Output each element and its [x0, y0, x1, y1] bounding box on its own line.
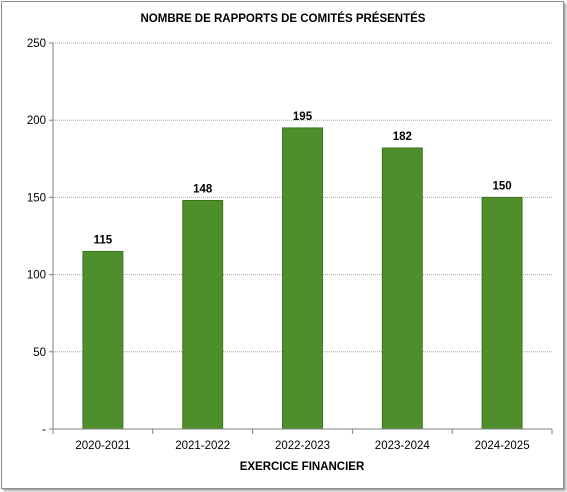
y-tick-label: -	[42, 424, 46, 436]
y-axis-ticks: - 50 100 150 200 250	[27, 38, 53, 436]
bar-2020-2021	[82, 250, 124, 430]
y-tick-label: 150	[27, 192, 46, 204]
data-labels: 115 148 195 182 150	[94, 111, 512, 247]
y-tick-label: 200	[27, 115, 46, 127]
y-tick-label: 50	[33, 347, 46, 359]
bar-2022-2023	[282, 127, 323, 430]
data-label: 148	[193, 183, 213, 195]
x-tick-label: 2023-2024	[375, 440, 431, 452]
x-axis-ticks: 2020-2021 2021-2022 2022-2023 2023-2024 2024…	[52, 429, 553, 452]
x-axis-title: EXERCICE FINANCIER	[240, 461, 365, 473]
data-label: 195	[293, 111, 313, 123]
x-tick-label: 2024-2025	[475, 440, 530, 452]
data-label: 182	[393, 131, 412, 143]
x-tick-label: 2022-2023	[275, 440, 330, 452]
y-tick-label: 100	[27, 270, 46, 282]
x-tick-label: 2021-2022	[175, 440, 230, 452]
bar-2024-2025	[481, 196, 523, 430]
chart-title: NOMBRE DE RAPPORTS DE COMITÉS PRÉSENTÉS	[141, 12, 426, 25]
y-tick-label: 250	[27, 38, 46, 50]
data-label: 150	[493, 180, 512, 192]
x-tick-label: 2020-2021	[75, 440, 130, 452]
data-label: 115	[94, 234, 113, 246]
bar-2023-2024	[381, 147, 423, 430]
bars	[82, 127, 523, 430]
bar-2021-2022	[182, 199, 224, 430]
